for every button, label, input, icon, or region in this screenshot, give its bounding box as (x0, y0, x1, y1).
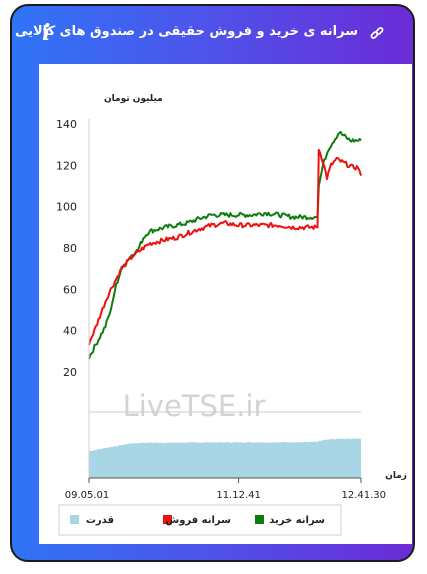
series-area-power (89, 438, 361, 478)
legend-label-buy: سرانه خرید (269, 515, 325, 526)
x-tick-label: 09.05.01 (65, 490, 110, 501)
legend-label-power: قدرت (86, 515, 114, 526)
y-tick-label: 120 (56, 159, 77, 172)
legend-box (58, 504, 342, 536)
x-tick-label: 11.12.41 (216, 490, 261, 501)
legend: سرانه خرید سرانه فروش قدرت (58, 504, 342, 536)
legend-swatch-sell (163, 515, 172, 524)
card-header: i سرانه ی خرید و فروش حقیقی در صندوق های… (12, 6, 413, 64)
y-axis-label: میلیون تومان (104, 94, 163, 104)
link-icon[interactable] (370, 27, 384, 41)
series-line-sell (88, 148, 362, 346)
chart-card: i سرانه ی خرید و فروش حقیقی در صندوق های… (10, 4, 415, 562)
info-icon[interactable]: i (42, 20, 51, 46)
legend-swatch-buy (255, 515, 264, 524)
x-axis-label: زمان (385, 471, 407, 481)
y-tick-label: 60 (63, 283, 77, 296)
chart-panel: میلیون تومان زمان LiveTSE.ir 20 40 60 80 100… (39, 64, 412, 544)
chart-title: سرانه ی خرید و فروش حقیقی در صندوق های ک… (14, 24, 358, 39)
y-tick-label: 40 (63, 325, 77, 338)
watermark: LiveTSE.ir (123, 389, 266, 423)
legend-swatch-power (70, 515, 79, 524)
y-tick-label: 80 (63, 242, 77, 255)
series-line-buy (88, 130, 362, 360)
y-tick-label: 20 (63, 366, 77, 379)
x-tick-label: 12.41.30 (341, 490, 386, 501)
y-tick-label: 140 (56, 118, 77, 131)
legend-label-sell: سرانه فروش (165, 515, 231, 526)
y-tick-label: 100 (56, 201, 77, 214)
chart-svg: میلیون تومان زمان LiveTSE.ir 20 40 60 80 100… (56, 94, 407, 536)
